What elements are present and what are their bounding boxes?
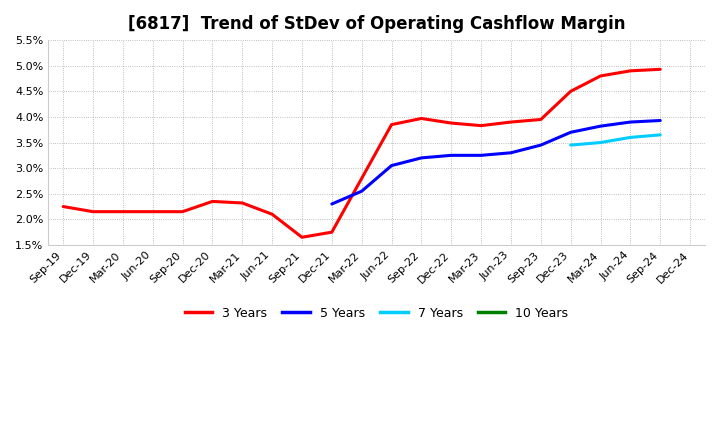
Title: [6817]  Trend of StDev of Operating Cashflow Margin: [6817] Trend of StDev of Operating Cashf…: [128, 15, 626, 33]
Legend: 3 Years, 5 Years, 7 Years, 10 Years: 3 Years, 5 Years, 7 Years, 10 Years: [180, 302, 573, 325]
